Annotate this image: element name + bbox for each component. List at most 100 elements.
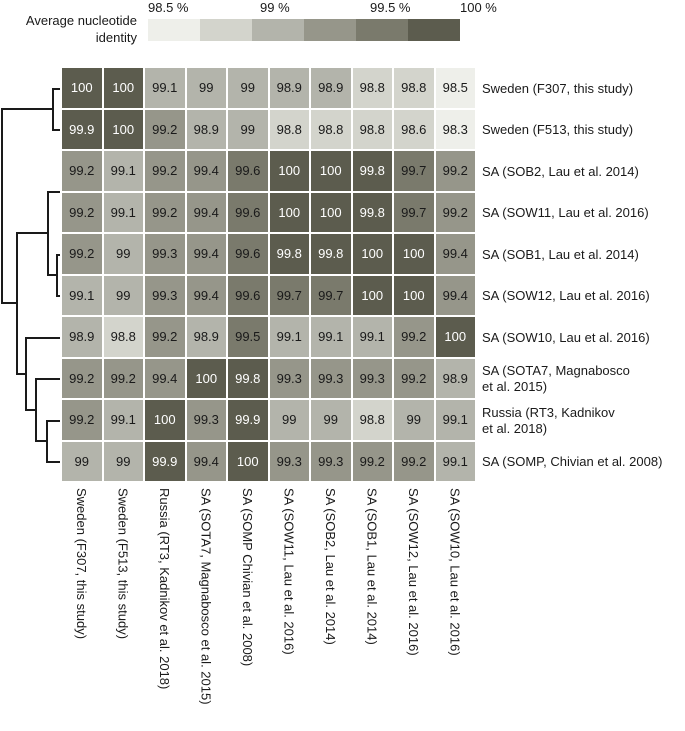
- heatmap-cell: 98.9: [435, 358, 477, 400]
- heatmap-cell: 99: [103, 275, 145, 317]
- heatmap-cell: 99.1: [145, 68, 187, 110]
- heatmap-cell: 98.8: [394, 68, 436, 110]
- heatmap-cell: 98.8: [352, 400, 394, 442]
- heatmap-cell: 99.8: [352, 151, 394, 193]
- heatmap-cell: 99.1: [103, 400, 145, 442]
- heatmap-cell: 99.1: [62, 275, 104, 317]
- heatmap-cell: 99.2: [62, 400, 104, 442]
- row-label: SA (SOW11, Lau et al. 2016): [482, 205, 649, 221]
- heatmap-cell: 99.1: [435, 441, 477, 483]
- legend-swatch: [148, 19, 200, 41]
- heatmap-cell: 99.1: [352, 317, 394, 359]
- legend-swatch: [252, 19, 304, 41]
- heatmap-cell: 100: [228, 441, 270, 483]
- column-label-text: Sweden (F307, this study): [74, 488, 89, 640]
- heatmap-cell: 99: [394, 400, 436, 442]
- column-label: Russia (RT3, Kadnikov et al. 2018): [145, 488, 187, 728]
- heatmap-cell: 100: [186, 358, 228, 400]
- heatmap-cell: 99.2: [62, 151, 104, 193]
- heatmap-cell: 98.8: [103, 317, 145, 359]
- heatmap-cell: 98.3: [435, 109, 477, 151]
- heatmap-cell: 98.9: [311, 68, 353, 110]
- heatmap-cell: 99.1: [311, 317, 353, 359]
- row-label: SA (SOTA7, Magnabosco et al. 2015): [482, 363, 630, 395]
- heatmap-cell: 99.6: [228, 151, 270, 193]
- heatmap-cell: 99.6: [228, 234, 270, 276]
- heatmap-cell: 99.4: [186, 151, 228, 193]
- heatmap-cell: 100: [103, 68, 145, 110]
- heatmap-cell: 100: [103, 109, 145, 151]
- heatmap-cell: 99.1: [103, 151, 145, 193]
- heatmap-cell: 99.7: [269, 275, 311, 317]
- heatmap-cell: 99.4: [435, 234, 477, 276]
- heatmap-cell: 100: [394, 234, 436, 276]
- legend-tick-label: 100 %: [460, 0, 497, 15]
- column-label-text: SA (SOB1, Lau et al. 2014): [364, 488, 380, 645]
- column-label: Sweden (F307, this study): [62, 488, 104, 728]
- heatmap-cell: 99.2: [145, 192, 187, 234]
- row-label: Sweden (F513, this study): [482, 122, 634, 138]
- heatmap-cell: 99.9: [145, 441, 187, 483]
- heatmap-cell: 99.2: [145, 109, 187, 151]
- heatmap-cell: 98.5: [435, 68, 477, 110]
- heatmap-cell: 99.8: [269, 234, 311, 276]
- heatmap-cell: 99.2: [394, 358, 436, 400]
- row-label: Sweden (F307, this study): [482, 80, 634, 96]
- row-label: SA (SOB1, Lau et al. 2014): [482, 246, 639, 262]
- row-label: SA (SOB2, Lau et al. 2014): [482, 163, 639, 179]
- heatmap-cell: 99.8: [352, 192, 394, 234]
- heatmap-cell: 99.7: [311, 275, 353, 317]
- heatmap-cell: 99.9: [62, 109, 104, 151]
- heatmap-cell: 99: [311, 400, 353, 442]
- legend-colorbar: [148, 19, 460, 41]
- column-label-text: SA (SOW12, Lau et al. 2016): [406, 488, 421, 656]
- heatmap-cell: 100: [269, 192, 311, 234]
- column-label: SA (SOW12, Lau et al. 2016): [394, 488, 436, 728]
- heatmap-cell: 99: [228, 68, 270, 110]
- legend-swatch: [408, 19, 460, 41]
- legend-tick-label: 99 %: [260, 0, 290, 15]
- heatmap-cell: 99.6: [228, 275, 270, 317]
- heatmap-cell: 99.3: [145, 275, 187, 317]
- heatmap-cell: 99.2: [62, 192, 104, 234]
- column-label: SA (SOW10, Lau et al. 2016): [436, 488, 478, 728]
- heatmap-cell: 99.1: [269, 317, 311, 359]
- legend-swatch: [200, 19, 252, 41]
- heatmap-cell: 98.8: [352, 109, 394, 151]
- column-label-text: SA (SOTA7, Magnabosco et al. 2015): [198, 488, 214, 705]
- row-label: Russia (RT3, Kadnikov et al. 2018): [482, 404, 615, 436]
- column-label-text: SA (SOMP Chivian et al. 2008): [240, 488, 255, 667]
- heatmap-cell: 100: [435, 317, 477, 359]
- legend-swatch: [304, 19, 356, 41]
- heatmap-cell: 100: [311, 151, 353, 193]
- heatmap-cell: 99.8: [311, 234, 353, 276]
- heatmap-cell: 99.1: [435, 400, 477, 442]
- heatmap-grid: 100 100 99.1 99 99 98.9 98.9 98.8 98.8 98.5 99.9 10…: [62, 68, 477, 483]
- heatmap-cell: 99.9: [228, 400, 270, 442]
- legend-swatch: [356, 19, 408, 41]
- heatmap-cell: 99.2: [352, 441, 394, 483]
- heatmap-cell: 99: [269, 400, 311, 442]
- heatmap-cell: 100: [62, 68, 104, 110]
- row-label: SA (SOW10, Lau et al. 2016): [482, 329, 650, 345]
- heatmap-cell: 99.8: [228, 358, 270, 400]
- row-label: SA (SOW12, Lau et al. 2016): [482, 288, 650, 304]
- column-label-text: SA (SOW11, Lau et al. 2016): [281, 488, 297, 655]
- column-label: SA (SOMP Chivian et al. 2008): [228, 488, 270, 728]
- column-label: Sweden (F513, this study): [104, 488, 146, 728]
- heatmap-cell: 99.2: [435, 192, 477, 234]
- heatmap-cell: 99.4: [186, 234, 228, 276]
- heatmap-cell: 99: [62, 441, 104, 483]
- row-dendrogram: [1, 88, 60, 463]
- heatmap-cell: 99.7: [394, 151, 436, 193]
- legend-tick-label: 99.5 %: [370, 0, 411, 15]
- heatmap-cell: 100: [145, 400, 187, 442]
- heatmap-cell: 99.2: [394, 317, 436, 359]
- column-labels: Sweden (F307, this study) Sweden (F513, t…: [62, 488, 477, 728]
- column-label: SA (SOB1, Lau et al. 2014): [353, 488, 395, 728]
- heatmap-cell: 99.2: [62, 358, 104, 400]
- heatmap-cell: 99.3: [186, 400, 228, 442]
- heatmap-cell: 98.9: [186, 317, 228, 359]
- heatmap-cell: 99.2: [103, 358, 145, 400]
- heatmap-cell: 99.6: [228, 192, 270, 234]
